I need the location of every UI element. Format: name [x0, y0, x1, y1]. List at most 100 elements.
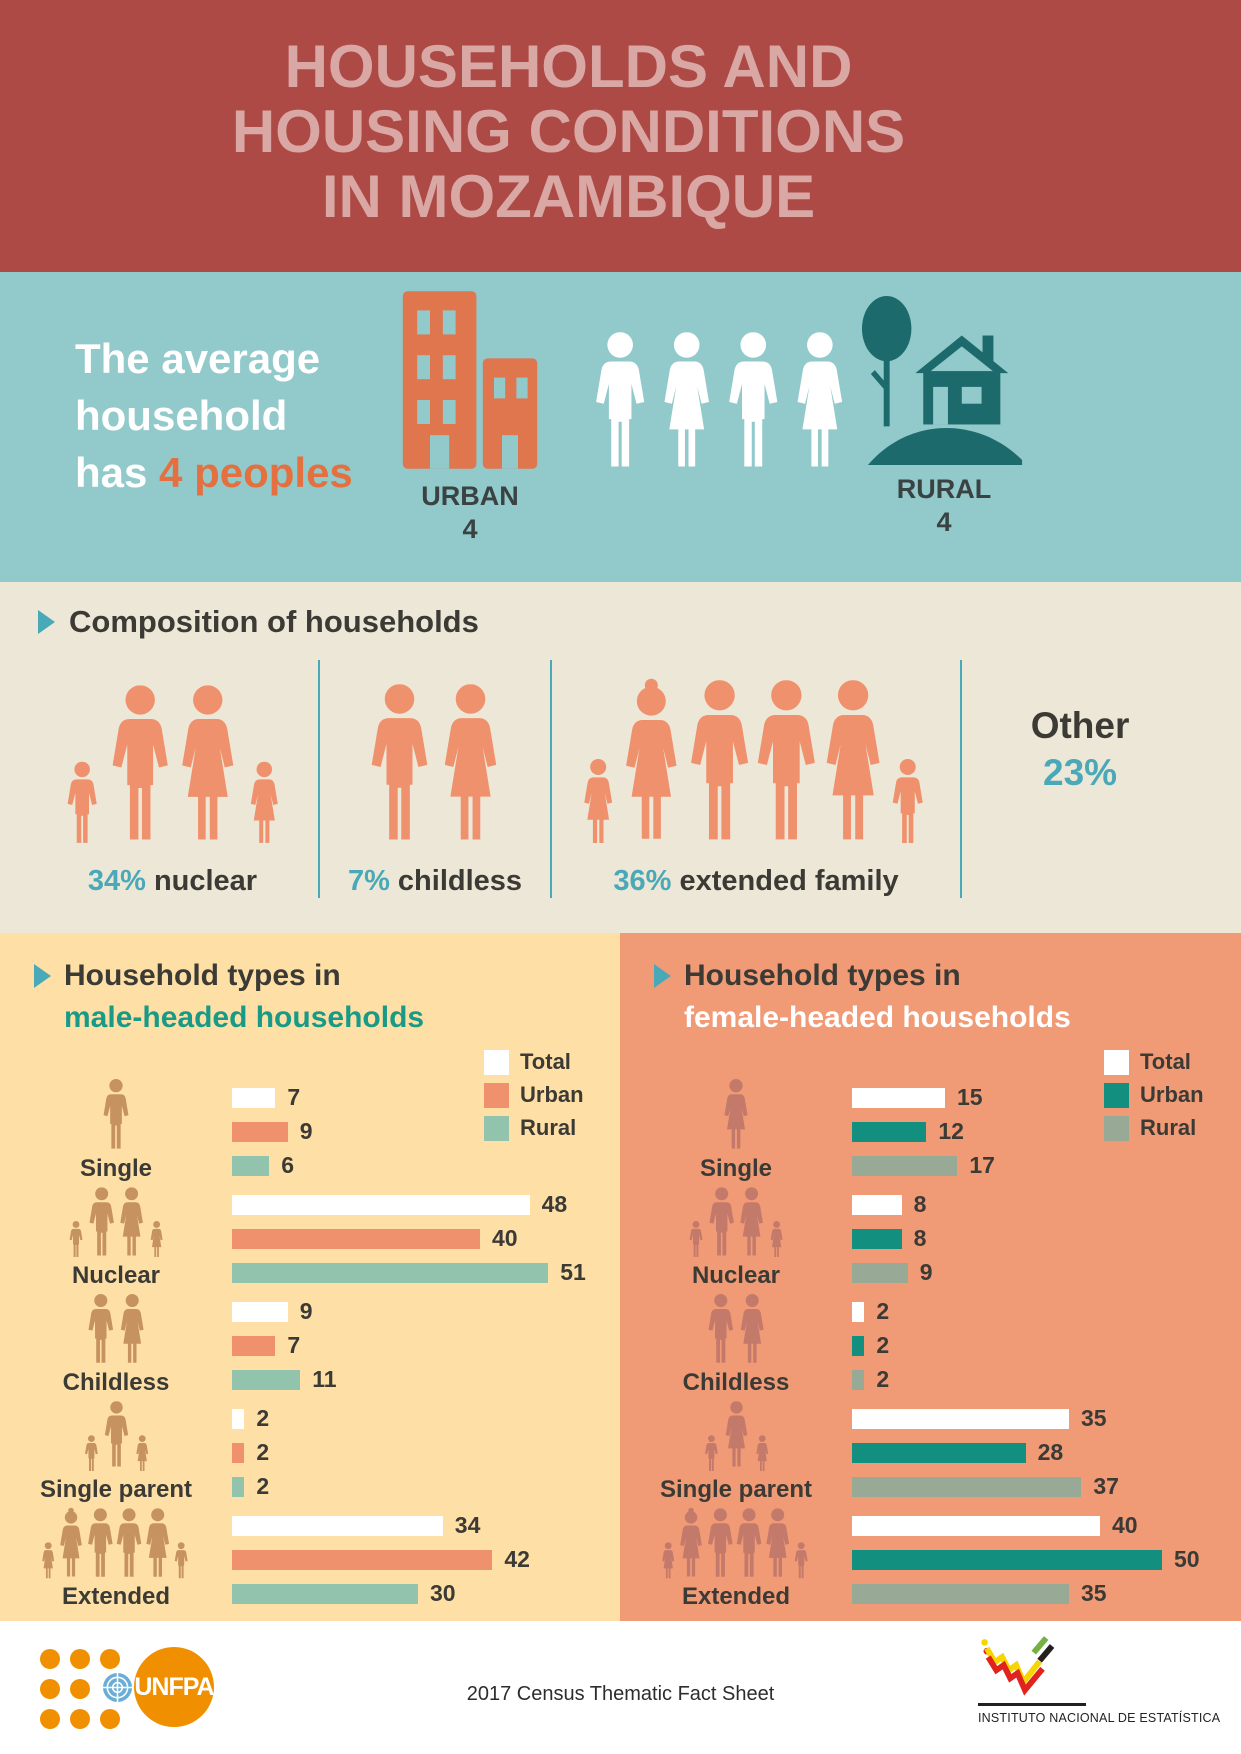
bar-urban [852, 1121, 927, 1142]
unfpa-dot [70, 1679, 90, 1699]
bar-value: 2 [256, 1405, 270, 1431]
page-title-line1: HOUSEHOLDS AND [284, 33, 853, 100]
panel-title-line1: Household types in [684, 959, 961, 992]
bar-value: 12 [938, 1118, 964, 1144]
composition-title: Composition of households [69, 604, 479, 639]
bar-value: 15 [957, 1084, 983, 1110]
bar-value: 17 [969, 1152, 995, 1178]
urban-buildings-icon [390, 288, 550, 472]
bar-value: 40 [1112, 1512, 1138, 1538]
bar-rural [852, 1476, 1082, 1497]
four-people-icon [592, 332, 848, 473]
legend-label: Urban [1140, 1082, 1204, 1107]
total-swatch [1104, 1049, 1129, 1075]
un-globe-icon [102, 1672, 133, 1703]
bar-urban [232, 1121, 288, 1142]
composition-title-row: Composition of households [38, 604, 479, 640]
composition-label: 36% extended family [613, 865, 898, 898]
rural-figure: RURAL 4 [858, 292, 1030, 539]
page-title-line3: IN MOZAMBIQUE [321, 163, 816, 230]
bar-value: 2 [876, 1332, 890, 1358]
bar-value: 6 [281, 1152, 294, 1178]
bar-value: 8 [913, 1191, 927, 1217]
bar-urban [232, 1335, 276, 1356]
avg-line3-prefix: has [75, 449, 160, 496]
household-types-panels: Household types in male-headed household… [0, 933, 1241, 1621]
category-label: Nuclear [71, 1262, 161, 1289]
childless-couple-icon [705, 1294, 768, 1366]
chart-row-extended: Extended 34 42 30 [0, 1507, 620, 1611]
header-banner: HOUSEHOLDS AND HOUSING CONDITIONS IN MOZ… [0, 0, 1241, 272]
bar-value: 48 [541, 1191, 568, 1217]
bar-value: 2 [256, 1439, 270, 1465]
bar-rural [232, 1155, 270, 1176]
triangle-bullet-icon [34, 964, 51, 988]
bar-value: 51 [560, 1259, 586, 1285]
category-label: Extended [61, 1583, 171, 1610]
unfpa-dot [70, 1649, 90, 1669]
legend-label: Rural [1140, 1115, 1197, 1140]
category-label: Single [79, 1155, 152, 1182]
urban-swatch [484, 1082, 509, 1108]
bar-value: 42 [504, 1546, 530, 1572]
bar-rural [852, 1155, 958, 1176]
bar-urban [232, 1228, 480, 1249]
bar-value: 35 [1081, 1580, 1107, 1606]
chart-row-single-parent: Single parent 2 2 2 [0, 1400, 620, 1504]
chart-row-childless: Childless 2 2 2 [620, 1293, 1241, 1397]
legend: Total Urban Rural [484, 1049, 584, 1141]
bar-urban [852, 1442, 1026, 1463]
total-swatch [484, 1049, 509, 1075]
composition-pct: 34% [87, 865, 146, 897]
avg-line3-highlight: 4 peoples [159, 449, 353, 496]
legend-label: Urban [520, 1082, 584, 1107]
bar-value: 9 [299, 1298, 313, 1324]
composition-group-extended: 36% extended family [580, 677, 932, 898]
bar-total [852, 1194, 902, 1215]
other-label: Other [1030, 705, 1130, 746]
single-man-icon [101, 1079, 131, 1152]
chart-row-nuclear: Nuclear 8 8 9 [620, 1186, 1241, 1290]
composition-text: extended family [679, 865, 899, 897]
rural-label-block: RURAL 4 [858, 473, 1030, 539]
legend-row-rural: Rural [484, 1115, 584, 1141]
rural-swatch [1104, 1115, 1129, 1141]
composition-pct: 36% [613, 865, 672, 897]
bar-urban [852, 1335, 865, 1356]
bar-total [852, 1408, 1069, 1429]
bar-value: 28 [1037, 1439, 1064, 1465]
composition-label: 7% childless [348, 865, 522, 898]
bar-value: 8 [913, 1225, 927, 1251]
triangle-bullet-icon [38, 610, 55, 634]
male-headed-panel: Household types in male-headed household… [0, 933, 620, 1621]
bar-urban [852, 1228, 902, 1249]
composition-group-nuclear: 34% nuclear [55, 685, 290, 898]
bar-urban [852, 1549, 1162, 1570]
unfpa-dot [100, 1709, 120, 1729]
panel-title-line1: Household types in [64, 959, 341, 992]
page-title: HOUSEHOLDS AND HOUSING CONDITIONS IN MOZ… [0, 34, 1189, 229]
footer: UNFPA 2017 Census Thematic Fact Sheet IN… [0, 1621, 1241, 1754]
legend-label: Rural [520, 1115, 577, 1140]
page-title-line2: HOUSING CONDITIONS [231, 98, 906, 165]
bar-total [232, 1194, 530, 1215]
divider [550, 660, 553, 898]
footer-caption: 2017 Census Thematic Fact Sheet [466, 1683, 775, 1705]
category-label: Childless [682, 1369, 790, 1396]
urban-swatch [1104, 1082, 1129, 1108]
bar-value: 2 [876, 1366, 890, 1392]
panel-title-line2: female-headed households [684, 1001, 1071, 1034]
male-headed-title: Household types in male-headed household… [34, 959, 424, 1035]
bar-value: 11 [312, 1366, 337, 1392]
urban-label-block: URBAN 4 [388, 480, 552, 546]
female-headed-panel: Household types in female-headed househo… [620, 933, 1241, 1621]
bar-value: 7 [287, 1084, 301, 1110]
bar-rural [232, 1369, 301, 1390]
childless-couple-icon [364, 684, 506, 847]
bar-value: 9 [919, 1259, 933, 1285]
bar-value: 2 [876, 1298, 890, 1324]
ine-mark-icon [981, 1636, 1055, 1696]
composition-groups: 34% nuclear 7% childless 36% extended famil… [55, 660, 1170, 898]
category-label: Single parent [659, 1476, 813, 1503]
nuclear-family-icon [684, 1187, 788, 1259]
